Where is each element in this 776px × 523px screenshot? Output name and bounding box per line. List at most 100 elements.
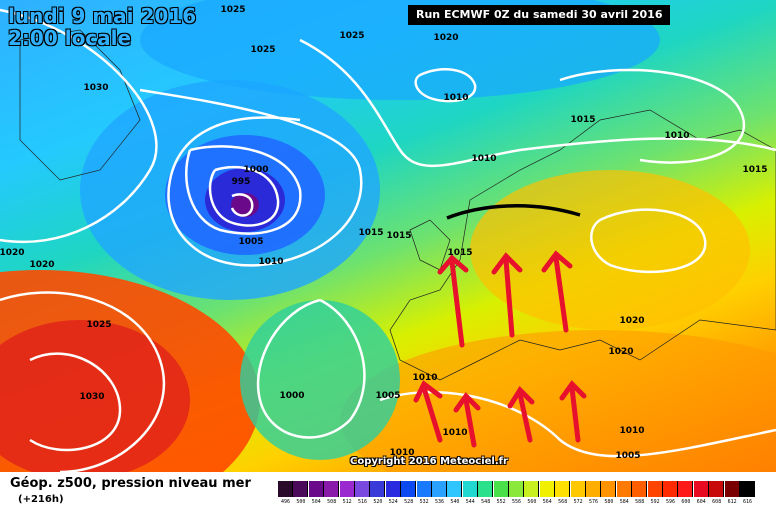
scale-tick-label: 532 [419,499,429,505]
isobar-label: 1015 [742,165,768,175]
scale-swatch [278,481,293,497]
scale-swatch [370,481,386,497]
scale-swatch [493,481,509,497]
isobars [0,8,776,472]
scale-tick-label: 528 [404,499,414,505]
scale-swatch [308,481,324,497]
isobar-label: 1020 [0,248,25,258]
isobar-3 [185,145,302,235]
isobar-label: 1020 [608,347,634,357]
scale-tick-label: 584 [619,499,629,505]
scale-swatch [462,481,478,497]
scale-swatch [616,481,632,497]
isobar-label: 1015 [358,228,384,238]
isobar-label: 1025 [339,31,365,41]
scale-tick-label: 496 [280,499,291,505]
isobar-label: 995 [231,177,251,187]
arrow-6 [507,386,535,443]
isobar-13 [379,390,776,458]
scale-swatch [478,481,494,497]
scale-tick-label: 552 [496,499,506,505]
isobar-12 [590,208,707,274]
scale-swatch [416,481,432,497]
isobar-6 [299,38,776,168]
forecast-date: lundi 9 mai 2016 [8,4,197,28]
scale-tick-label: 524 [388,499,398,505]
arrow-4 [413,380,443,443]
scale-swatch [632,481,648,497]
isobar-label: 1010 [664,131,690,141]
isobar-9 [256,298,366,439]
scale-tick-label: 560 [527,499,537,505]
copyright: Copyright 2016 Meteociel.fr [350,456,508,467]
scale-tick-label: 504 [311,499,321,505]
scale-tick-label: 516 [357,499,368,505]
scale-tick-label: 556 [511,499,522,505]
arrow-2 [491,252,523,338]
arrow-5 [453,392,481,448]
scale-swatch [740,481,755,497]
scale-tick-label: 580 [604,499,614,505]
isobar-label: 1010 [258,257,284,267]
scale-swatch [678,481,694,497]
isobar-label: 1010 [443,93,469,103]
scale-swatch [447,481,463,497]
isobar-label: 1020 [619,316,645,326]
isobar-label: 1025 [250,45,276,55]
isobar-label: 1000 [243,165,269,175]
scale-swatch [539,481,555,497]
isobar-label: 1005 [238,237,264,247]
coastline-greenland [19,29,141,181]
scale-tick-label: 588 [635,499,645,505]
scale-swatch [586,481,601,497]
color-scale: 496 500 504 508 512 516 520 524 528 532 536 540 544 5… [278,481,756,513]
isobar-label: 1005 [615,451,641,461]
isobar-10 [0,291,166,472]
scale-tick-label: 536 [434,499,445,505]
arrow-1 [437,254,469,348]
wind-arrows [413,250,587,448]
isobar-5 [230,193,254,217]
isobar-label: 1030 [83,83,109,93]
isobar-2 [139,88,363,267]
scale-swatch [570,481,586,497]
scale-swatch [432,481,447,497]
legend-bar [0,472,776,523]
isobar-label: 1020 [433,33,459,43]
scale-swatch [355,481,370,497]
scale-swatch [509,481,524,497]
scale-swatch [555,481,571,497]
arrow-7 [559,380,587,443]
scale-tick-label: 540 [450,499,460,505]
isobar-label: 1015 [386,231,412,241]
run-label: Run ECMWF 0Z du samedi 30 avril 2016 [408,5,670,25]
scale-swatch [663,481,678,497]
isobar-label: 1025 [86,320,112,330]
isobar-label: 1005 [375,391,401,401]
scale-tick-label: 608 [712,499,722,505]
scale-tick-label: 616 [742,499,753,505]
scale-tick-label: 604 [696,499,706,505]
scale-swatch [293,481,309,497]
scale-tick-label: 548 [481,499,491,505]
isobar-11 [29,352,122,452]
scale-swatch [324,481,340,497]
scale-tick-label: 520 [373,499,383,505]
isobar-7 [414,68,477,103]
low-zone-southwest [240,300,400,460]
forecast-hour: (+216h) [18,494,64,505]
scale-tick-label: 564 [542,499,552,505]
isobar-1 [0,8,158,244]
weather-map: 1025 1025 1025 1020 1030 1010 1010 1015 … [0,0,776,472]
legend-title: Géop. z500, pression niveau mer [10,476,251,491]
isobar-label: 1030 [79,392,105,402]
scale-tick-label: 612 [727,499,737,505]
isobar-8 [559,68,746,164]
warm-zone-south [340,330,776,472]
scale-swatch [647,481,663,497]
scale-tick-label: 592 [650,499,660,505]
isobar-label: 1025 [220,5,246,15]
isobar-label: 1010 [412,373,438,383]
scale-tick-label: 544 [465,499,475,505]
